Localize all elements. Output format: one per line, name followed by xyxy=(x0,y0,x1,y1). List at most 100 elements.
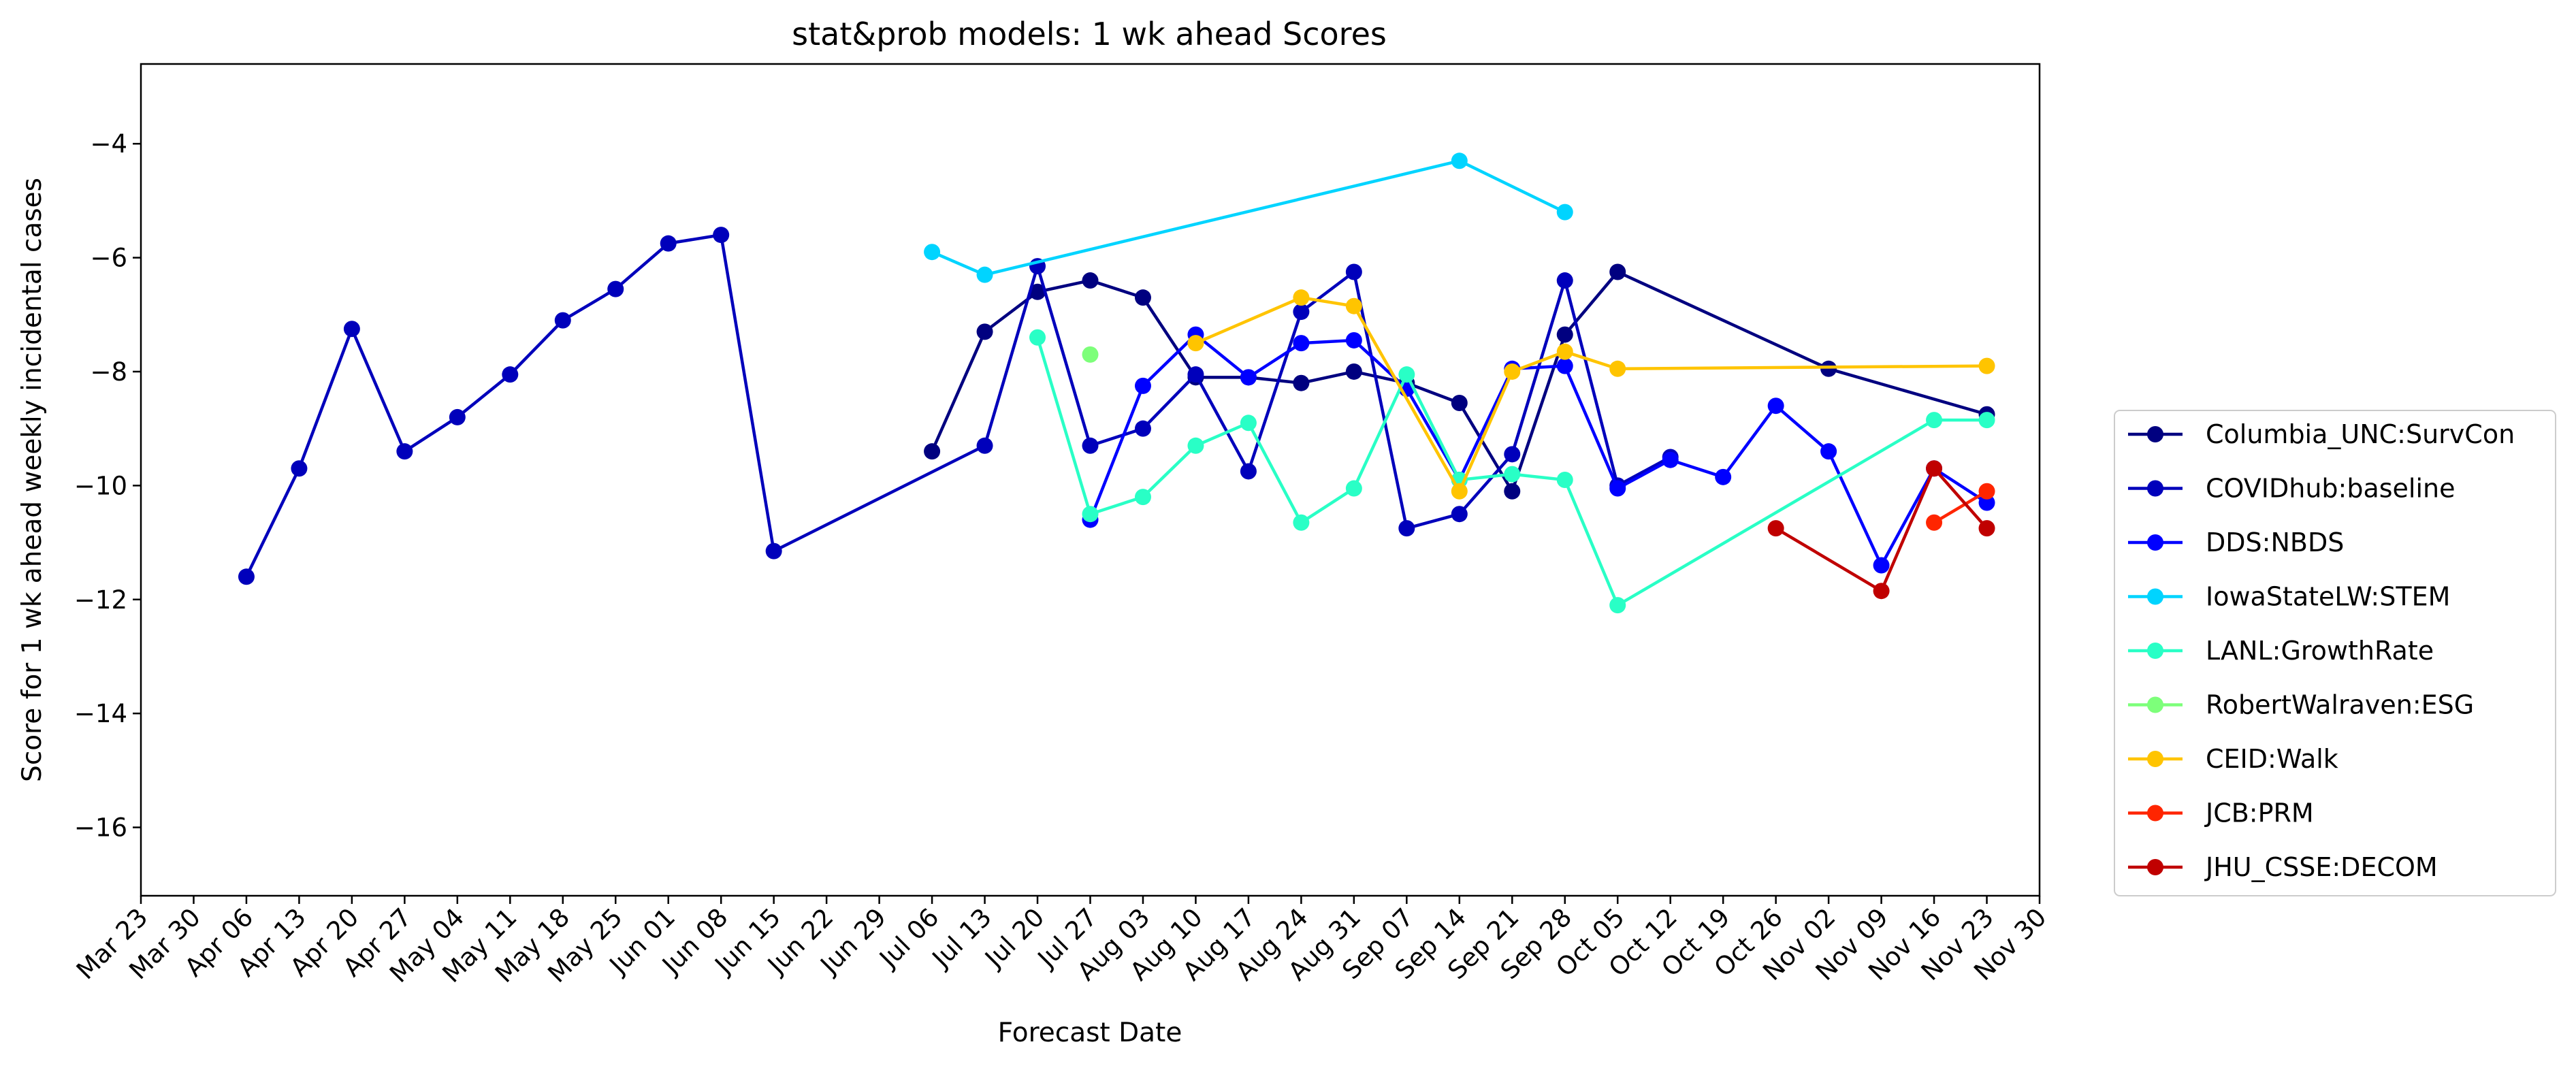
data-point xyxy=(1240,415,1257,432)
data-point xyxy=(1029,283,1046,300)
data-point xyxy=(1820,360,1837,377)
data-point xyxy=(1504,363,1521,380)
y-tick-label: −14 xyxy=(74,699,127,728)
data-point xyxy=(1451,506,1468,523)
data-point xyxy=(976,266,993,283)
data-point xyxy=(1978,483,1995,500)
y-tick-label: −16 xyxy=(74,813,127,843)
data-point xyxy=(1978,412,1995,429)
legend-label: Columbia_UNC:SurvCon xyxy=(2206,419,2515,449)
data-point xyxy=(502,366,519,383)
series-jcb-prm xyxy=(1926,483,1995,531)
data-point xyxy=(1134,420,1151,437)
data-point xyxy=(1134,489,1151,506)
data-point xyxy=(1926,514,1943,531)
data-point xyxy=(1398,366,1415,383)
y-axis: −4 −6 −8 −10 −12 −14 −16 xyxy=(74,129,141,843)
data-point xyxy=(1715,468,1732,485)
data-point xyxy=(396,443,413,460)
series-line xyxy=(1775,467,1989,593)
series-line xyxy=(1035,337,1987,607)
series-iowastatelw-stem xyxy=(924,152,1573,283)
y-tick-label: −4 xyxy=(90,129,127,159)
x-axis-label: Forecast Date xyxy=(998,1018,1182,1048)
series-line xyxy=(1089,333,1988,567)
y-tick-label: −6 xyxy=(90,244,127,273)
legend-label: JHU_CSSE:DECOM xyxy=(2204,852,2438,882)
data-point xyxy=(238,568,255,585)
data-point xyxy=(1398,520,1415,537)
data-point xyxy=(1451,395,1468,412)
data-point xyxy=(449,408,466,425)
data-point xyxy=(1082,437,1099,454)
data-point xyxy=(1451,483,1468,500)
data-point xyxy=(1978,494,1995,511)
legend-marker xyxy=(2147,588,2163,605)
legend-label: JCB:PRM xyxy=(2204,798,2314,828)
data-point xyxy=(1926,412,1943,429)
data-point xyxy=(554,312,571,329)
data-point xyxy=(1556,357,1573,374)
legend-marker xyxy=(2147,480,2163,497)
data-point xyxy=(1134,289,1151,306)
data-point xyxy=(1609,597,1626,614)
data-point xyxy=(1556,204,1573,221)
data-point xyxy=(1609,360,1626,377)
data-point xyxy=(343,321,360,338)
data-point xyxy=(1240,463,1257,480)
data-point xyxy=(976,323,993,340)
data-point xyxy=(1820,443,1837,460)
data-point xyxy=(1240,369,1257,386)
legend-marker xyxy=(2147,751,2163,767)
data-point xyxy=(1662,451,1679,468)
y-tick-label: −10 xyxy=(74,471,127,500)
data-point xyxy=(1134,377,1151,394)
data-point xyxy=(1345,297,1362,314)
data-point xyxy=(1978,520,1995,537)
series-jhu-csse-decom xyxy=(1767,460,1995,600)
data-point xyxy=(1556,272,1573,289)
chart-title: stat&prob models: 1 wk ahead Scores xyxy=(792,16,1387,52)
y-axis-label: Score for 1 wk ahead weekly incidental c… xyxy=(17,178,48,782)
data-point xyxy=(1504,483,1521,500)
legend-label: COVIDhub:baseline xyxy=(2206,474,2456,504)
legend: Columbia_UNC:SurvCon COVIDhub:baseline DDS… xyxy=(2114,410,2556,896)
data-point xyxy=(765,542,782,560)
data-point xyxy=(1767,398,1784,415)
y-tick-label: −8 xyxy=(90,357,127,387)
legend-marker xyxy=(2147,696,2163,713)
legend-label: RobertWalraven:ESG xyxy=(2206,690,2474,720)
data-point xyxy=(1926,460,1943,477)
data-point xyxy=(1345,331,1362,348)
series-line xyxy=(931,270,1988,493)
data-point xyxy=(1504,466,1521,483)
legend-box xyxy=(2114,410,2556,896)
legend-label: LANL:GrowthRate xyxy=(2206,636,2434,666)
data-point xyxy=(1873,583,1890,600)
series-line xyxy=(1195,295,1987,493)
data-point xyxy=(1293,335,1310,352)
data-point xyxy=(1187,437,1204,454)
legend-label: DDS:NBDS xyxy=(2206,528,2344,557)
data-point xyxy=(1556,472,1573,488)
data-point xyxy=(1293,304,1310,321)
legend-label: IowaStateLW:STEM xyxy=(2206,582,2450,612)
data-point xyxy=(1082,272,1099,289)
data-point xyxy=(1345,363,1362,380)
series-robertwalraven-esg xyxy=(1082,346,1099,363)
data-point xyxy=(1293,289,1310,306)
data-point xyxy=(1556,326,1573,343)
data-point xyxy=(291,460,308,477)
data-point xyxy=(1556,343,1573,360)
data-point xyxy=(1082,506,1099,523)
data-point xyxy=(660,235,677,252)
data-point xyxy=(1082,346,1099,363)
data-point xyxy=(1451,152,1468,169)
data-point xyxy=(924,443,941,460)
data-point xyxy=(1609,480,1626,497)
data-point xyxy=(1873,557,1890,574)
data-point xyxy=(1609,263,1626,280)
data-point xyxy=(1345,480,1362,497)
data-point xyxy=(1504,446,1521,463)
